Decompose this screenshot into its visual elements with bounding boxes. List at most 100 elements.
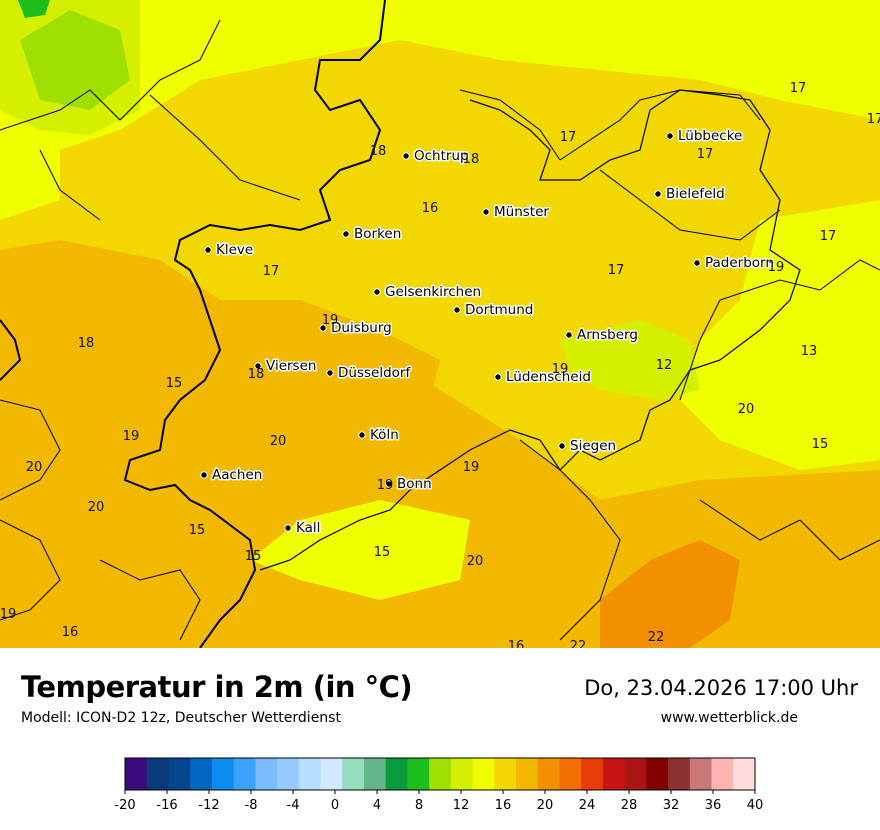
- legend-tick-label: -8: [245, 798, 258, 813]
- city-kleve: Kleve: [204, 241, 255, 260]
- value-label: 15: [812, 437, 829, 452]
- legend-tick-label: 12: [453, 798, 470, 813]
- model-info: Modell: ICON-D2 12z, Deutscher Wetterdie…: [21, 710, 341, 726]
- city-label: Münster: [494, 204, 549, 220]
- city-marker: [402, 152, 410, 160]
- value-label: 22: [570, 639, 587, 648]
- legend-tick-label: 24: [579, 798, 596, 813]
- coldest-zone-nl: [18, 0, 50, 18]
- legend-swatch: [450, 758, 473, 790]
- city-label: Lübbecke: [678, 128, 742, 144]
- city-duisburg: Duisburg: [319, 319, 393, 338]
- legend-swatch: [602, 758, 626, 790]
- value-label: 16: [508, 639, 525, 648]
- site-link[interactable]: www.wetterblick.de: [660, 710, 798, 726]
- hot-zone: [600, 540, 740, 648]
- legend-tick-label: -16: [156, 798, 177, 813]
- city-label: Düsseldorf: [338, 365, 411, 381]
- cold-zone-sauerland: [560, 320, 700, 400]
- value-label: 19: [123, 429, 140, 444]
- city-marker: [204, 246, 212, 254]
- city-marker: [693, 259, 701, 267]
- legend-tick-label: 36: [705, 798, 722, 813]
- temperature-map: Lübbecke Ochtrup Bielefeld Münster Kleve Bork…: [0, 0, 880, 648]
- city-marker: [319, 324, 327, 332]
- value-label: 17: [263, 264, 280, 279]
- map-title: Temperatur in 2m (in °C): [21, 670, 413, 704]
- city-marker: [358, 431, 366, 439]
- valid-datetime: Do, 23.04.2026 17:00 Uhr: [584, 676, 858, 700]
- legend-swatch: [689, 758, 712, 790]
- legend-tick-label: 0: [331, 798, 339, 813]
- legend-swatch: [407, 758, 430, 790]
- value-label: 17: [697, 147, 714, 162]
- city-label: Viersen: [266, 358, 316, 374]
- city-bielefeld: Bielefeld: [654, 185, 726, 204]
- value-label: 20: [270, 434, 287, 449]
- legend-tick-label: -20: [114, 798, 135, 813]
- legend-tick-label: 28: [621, 798, 638, 813]
- city-marker: [666, 132, 674, 140]
- legend-swatch: [298, 758, 321, 790]
- colder-zone-nl: [20, 10, 130, 110]
- value-labels: 17 17 18 18 17 16 17 17 17 17 19 13 19 12 18 18 15 20 19 20…: [0, 81, 880, 648]
- city-gelsenkirchen: Gelsenkirchen: [373, 283, 483, 302]
- legend-swatch: [342, 758, 365, 790]
- city-marker: [385, 480, 393, 488]
- city-kall: Kall: [284, 519, 322, 538]
- city-münster: Münster: [482, 203, 551, 222]
- legend-swatch: [733, 758, 756, 790]
- cool-zone-north: [0, 0, 880, 160]
- legend-tick-label: -4: [287, 798, 300, 813]
- city-marker: [326, 369, 334, 377]
- city-label: Bonn: [397, 476, 432, 492]
- city-lüdenscheid: Lüdenscheid: [494, 368, 592, 387]
- legend-swatch: [494, 758, 517, 790]
- city-label: Arnsberg: [577, 327, 638, 343]
- city-arnsberg: Arnsberg: [565, 326, 639, 345]
- city-siegen: Siegen: [558, 437, 618, 456]
- legend-swatch: [429, 758, 452, 790]
- legend-swatch: [711, 758, 734, 790]
- city-marker: [558, 442, 566, 450]
- city-paderborn: Paderborn: [693, 254, 775, 273]
- value-label: 17: [867, 112, 880, 127]
- city-ochtrup: Ochtrup: [402, 147, 470, 166]
- legend-tick-label: 32: [663, 798, 680, 813]
- city-label: Lüdenscheid: [506, 369, 591, 385]
- value-label: 18: [370, 144, 387, 159]
- color-legend: -20 -16 -12 -8 -4 0 4 8 12 16 20 24 28 32 36 40: [114, 757, 763, 813]
- legend-frame: [124, 757, 756, 791]
- city-marker: [482, 208, 490, 216]
- cool-zone-eifel: [250, 500, 470, 600]
- cool-zone-east: [680, 200, 880, 470]
- city-label: Duisburg: [331, 320, 392, 336]
- value-label: 17: [608, 263, 625, 278]
- legend-swatch: [233, 758, 256, 790]
- city-marker: [453, 306, 461, 314]
- city-label: Borken: [354, 226, 401, 242]
- city-marker: [200, 471, 208, 479]
- city-viersen: Viersen: [254, 357, 318, 376]
- legend-swatch: [581, 758, 604, 790]
- value-label: 18: [248, 367, 265, 382]
- value-label: 13: [801, 344, 818, 359]
- cool-zone-nw: [0, 150, 60, 220]
- value-label: 20: [88, 500, 105, 515]
- legend-swatch: [277, 758, 300, 790]
- value-label: 12: [656, 358, 673, 373]
- legend-tick-label: 16: [495, 798, 512, 813]
- city-marker: [284, 524, 292, 532]
- legend-swatch: [190, 758, 213, 790]
- city-marker: [565, 331, 573, 339]
- city-label: Dortmund: [465, 302, 533, 318]
- legend-swatch: [146, 758, 169, 790]
- city-label: Paderborn: [705, 255, 774, 271]
- legend-swatch: [363, 758, 387, 790]
- legend-swatch: [559, 758, 582, 790]
- city-label: Bielefeld: [666, 186, 725, 202]
- legend-swatch: [320, 758, 343, 790]
- legend-tick-label: 8: [415, 798, 423, 813]
- city-borken: Borken: [342, 225, 403, 244]
- legend-swatch: [516, 758, 539, 790]
